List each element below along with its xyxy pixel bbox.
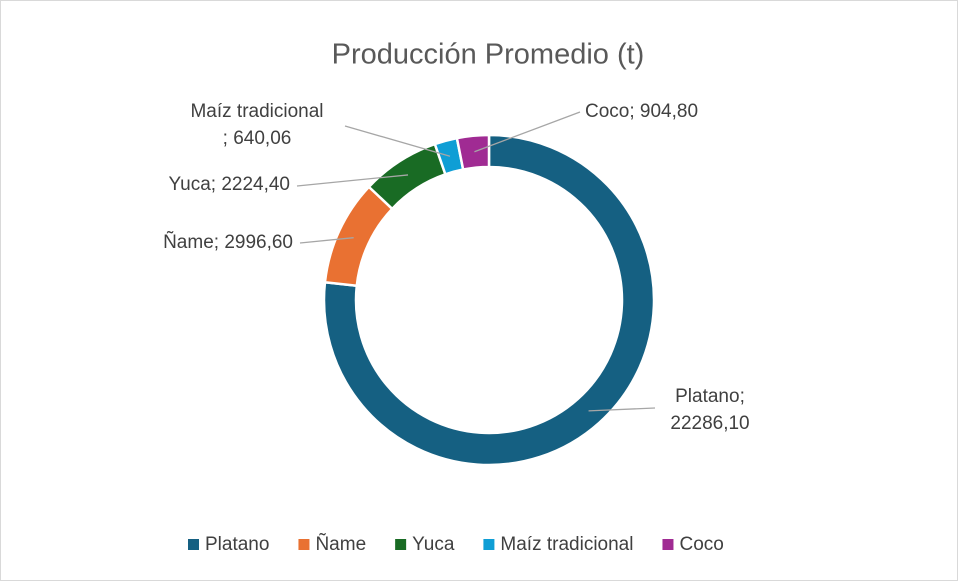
chart-title: Producción Promedio (t) (332, 39, 645, 71)
data-label: Yuca; 2224,40 (169, 174, 291, 195)
data-label-line: Ñame; 2996,60 (163, 231, 293, 253)
legend-swatch (395, 539, 407, 550)
leader-line (474, 111, 581, 153)
leader-line (588, 407, 656, 412)
data-label-line: ; 640,06 (223, 128, 292, 149)
leader-line (344, 125, 451, 157)
legend-swatch (188, 539, 199, 550)
data-label-line: Maíz tradicional (190, 101, 323, 122)
data-label: Platano; 22286,10 (670, 386, 749, 434)
data-label: Coco; 904,80 (585, 101, 698, 122)
data-label: Ñame; 2996,60 (163, 231, 293, 253)
leader-line (296, 174, 409, 187)
slice (322, 133, 656, 467)
data-label-line: Coco; 904,80 (585, 101, 698, 122)
legend-label: Ñame (315, 533, 366, 555)
legend-swatch (298, 539, 310, 550)
data-label-line: 22286,10 (670, 413, 749, 434)
slice (455, 133, 491, 172)
legend-swatch (662, 539, 674, 550)
data-label-line: Platano; (675, 386, 745, 407)
legend-label: Maíz tradicional (500, 534, 633, 555)
legend-swatch (483, 539, 495, 550)
legend-label: Yuca (412, 534, 455, 555)
leader-line (299, 237, 354, 244)
data-label-line: Yuca; 2224,40 (169, 174, 291, 195)
legend-label: Platano (205, 534, 269, 555)
legend-label: Coco (679, 534, 723, 555)
data-label: Maíz tradicional ; 640,06 (190, 101, 323, 149)
